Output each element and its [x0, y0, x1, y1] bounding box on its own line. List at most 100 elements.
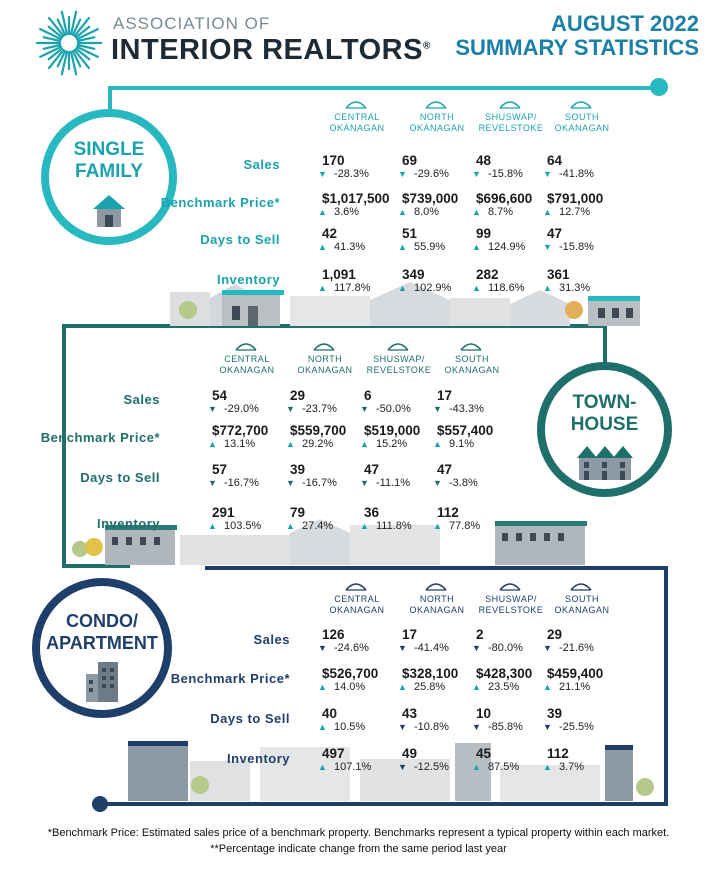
stat-change: ▲ 117.8% — [318, 282, 408, 295]
arrow-up-icon: ▲ — [318, 283, 327, 293]
arrow-down-icon: ▼ — [398, 643, 407, 653]
region-name-line2: OKANAGAN — [329, 123, 385, 133]
region-name-line2: OKANAGAN — [554, 605, 610, 615]
stat-value: $696,600 — [476, 191, 533, 206]
arrow-up-icon: ▲ — [433, 521, 442, 531]
stat-change-text: 102.9% — [414, 282, 452, 294]
stat-value: 47 — [364, 462, 380, 477]
stat-value: $428,300 — [476, 666, 533, 681]
stat-cell: 17 ▼ -43.3% — [433, 388, 523, 416]
stat-change-text: -23.7% — [302, 403, 337, 415]
stat-value: 349 — [402, 267, 425, 282]
stat-cell: 47 ▼ -3.8% — [433, 462, 523, 490]
stat-change-text: 15.2% — [376, 438, 408, 450]
region-name-line1: CENTRAL — [334, 112, 380, 122]
stat-change-text: 118.6% — [488, 282, 525, 294]
stat-change-text: 9.1% — [449, 438, 475, 450]
arrow-up-icon: ▲ — [398, 242, 407, 252]
region-name-line2: OKANAGAN — [329, 605, 385, 615]
arrow-up-icon: ▲ — [398, 283, 407, 293]
region-name-line1: CENTRAL — [224, 354, 270, 364]
frame-line — [98, 802, 668, 806]
stat-change-text: -15.8% — [559, 241, 594, 253]
arrow-down-icon: ▼ — [433, 478, 442, 488]
stat-change: ▼ -29.6% — [398, 168, 488, 181]
stat-cell: 349 ▲ 102.9% — [398, 267, 488, 295]
stat-change: ▲ 27.4% — [286, 520, 376, 533]
arrow-up-icon: ▲ — [398, 682, 407, 692]
stat-cell: 17 ▼ -41.4% — [398, 627, 488, 655]
stat-cell: $428,300 ▲ 23.5% — [472, 666, 562, 694]
arrow-up-icon: ▲ — [286, 439, 295, 449]
stat-change-text: 8.0% — [414, 206, 440, 218]
arrow-down-icon: ▼ — [360, 404, 369, 414]
stat-change: ▼ -80.0% — [472, 642, 562, 655]
stat-cell: $557,400 ▲ 9.1% — [433, 423, 523, 451]
stat-change: ▲ 13.1% — [208, 438, 298, 451]
stat-value: 48 — [476, 153, 492, 168]
stat-cell: 126 ▼ -24.6% — [318, 627, 408, 655]
stat-value: $772,700 — [212, 423, 269, 438]
row-label: Sales — [243, 157, 280, 172]
stat-change-text: 41.3% — [334, 241, 366, 253]
stat-change-text: 87.5% — [488, 761, 520, 773]
stat-change: ▲ 12.7% — [543, 206, 633, 219]
row-label: Inventory — [226, 751, 290, 766]
stat-value: $791,000 — [547, 191, 604, 206]
stat-cell: 40 ▲ 10.5% — [318, 706, 408, 734]
footnote-benchmark: *Benchmark Price: Estimated sales price … — [47, 827, 670, 839]
arrow-down-icon: ▼ — [472, 169, 481, 179]
region-name-line1: NORTH — [419, 594, 455, 604]
stat-change-text: -43.3% — [449, 403, 484, 415]
stat-value: 40 — [322, 706, 338, 721]
region-header-central-okanagan: CENTRAL OKANAGAN — [312, 594, 402, 616]
stat-change: ▲ 31.3% — [543, 282, 633, 295]
north-okanagan-icon — [312, 336, 336, 352]
region-header-south-okanagan: SOUTH OKANAGAN — [427, 354, 517, 376]
row-label: Days to Sell — [80, 470, 160, 485]
north-okanagan-icon — [424, 576, 448, 592]
stat-change-text: 31.3% — [559, 282, 591, 294]
arrow-up-icon: ▲ — [318, 207, 327, 217]
stat-value: 99 — [476, 226, 492, 241]
house-icon — [93, 195, 125, 227]
stat-cell: 39 ▼ -25.5% — [543, 706, 633, 734]
arrow-up-icon: ▲ — [286, 521, 295, 531]
frame-line — [603, 324, 607, 366]
stat-cell: 47 ▼ -11.1% — [360, 462, 450, 490]
stat-value: $1,017,500 — [322, 191, 390, 206]
arrow-down-icon: ▼ — [398, 722, 407, 732]
stat-change-text: -11.1% — [376, 477, 411, 489]
frame-line — [664, 566, 668, 806]
central-okanagan-icon — [234, 336, 258, 352]
stat-change-text: -25.5% — [559, 721, 594, 733]
stat-change: ▼ -41.4% — [398, 642, 488, 655]
stat-change: ▲ 21.1% — [543, 681, 633, 694]
stat-value: 79 — [290, 505, 306, 520]
region-name-line2: OKANAGAN — [554, 123, 610, 133]
south-okanagan-icon — [459, 336, 483, 352]
arrow-up-icon: ▲ — [472, 207, 481, 217]
stat-change: ▲ 8.0% — [398, 206, 488, 219]
stat-value: $557,400 — [437, 423, 494, 438]
arrow-down-icon: ▼ — [398, 762, 407, 772]
stat-change-text: -10.8% — [414, 721, 449, 733]
stat-cell: 29 ▼ -23.7% — [286, 388, 376, 416]
org-name-top: ASSOCIATION OF — [113, 14, 271, 33]
region-name-line1: SOUTH — [565, 594, 599, 604]
stat-cell: $739,000 ▲ 8.0% — [398, 191, 488, 219]
stat-value: $739,000 — [402, 191, 459, 206]
stat-change-text: 14.0% — [334, 681, 366, 693]
footnote-percentage: **Percentage indicate change from the sa… — [210, 843, 507, 855]
stat-cell: $526,700 ▲ 14.0% — [318, 666, 408, 694]
region-header-north-okanagan: NORTH OKANAGAN — [280, 354, 370, 376]
stat-value: 49 — [402, 746, 418, 761]
stat-change-text: 10.5% — [334, 721, 366, 733]
stat-cell: 43 ▼ -10.8% — [398, 706, 488, 734]
arrow-up-icon: ▲ — [472, 283, 481, 293]
stat-value: 64 — [547, 153, 563, 168]
stat-change: ▼ -43.3% — [433, 403, 523, 416]
region-name-line1: SHUSWAP/ — [373, 354, 425, 364]
stat-value: 291 — [212, 505, 235, 520]
stat-value: 170 — [322, 153, 345, 168]
